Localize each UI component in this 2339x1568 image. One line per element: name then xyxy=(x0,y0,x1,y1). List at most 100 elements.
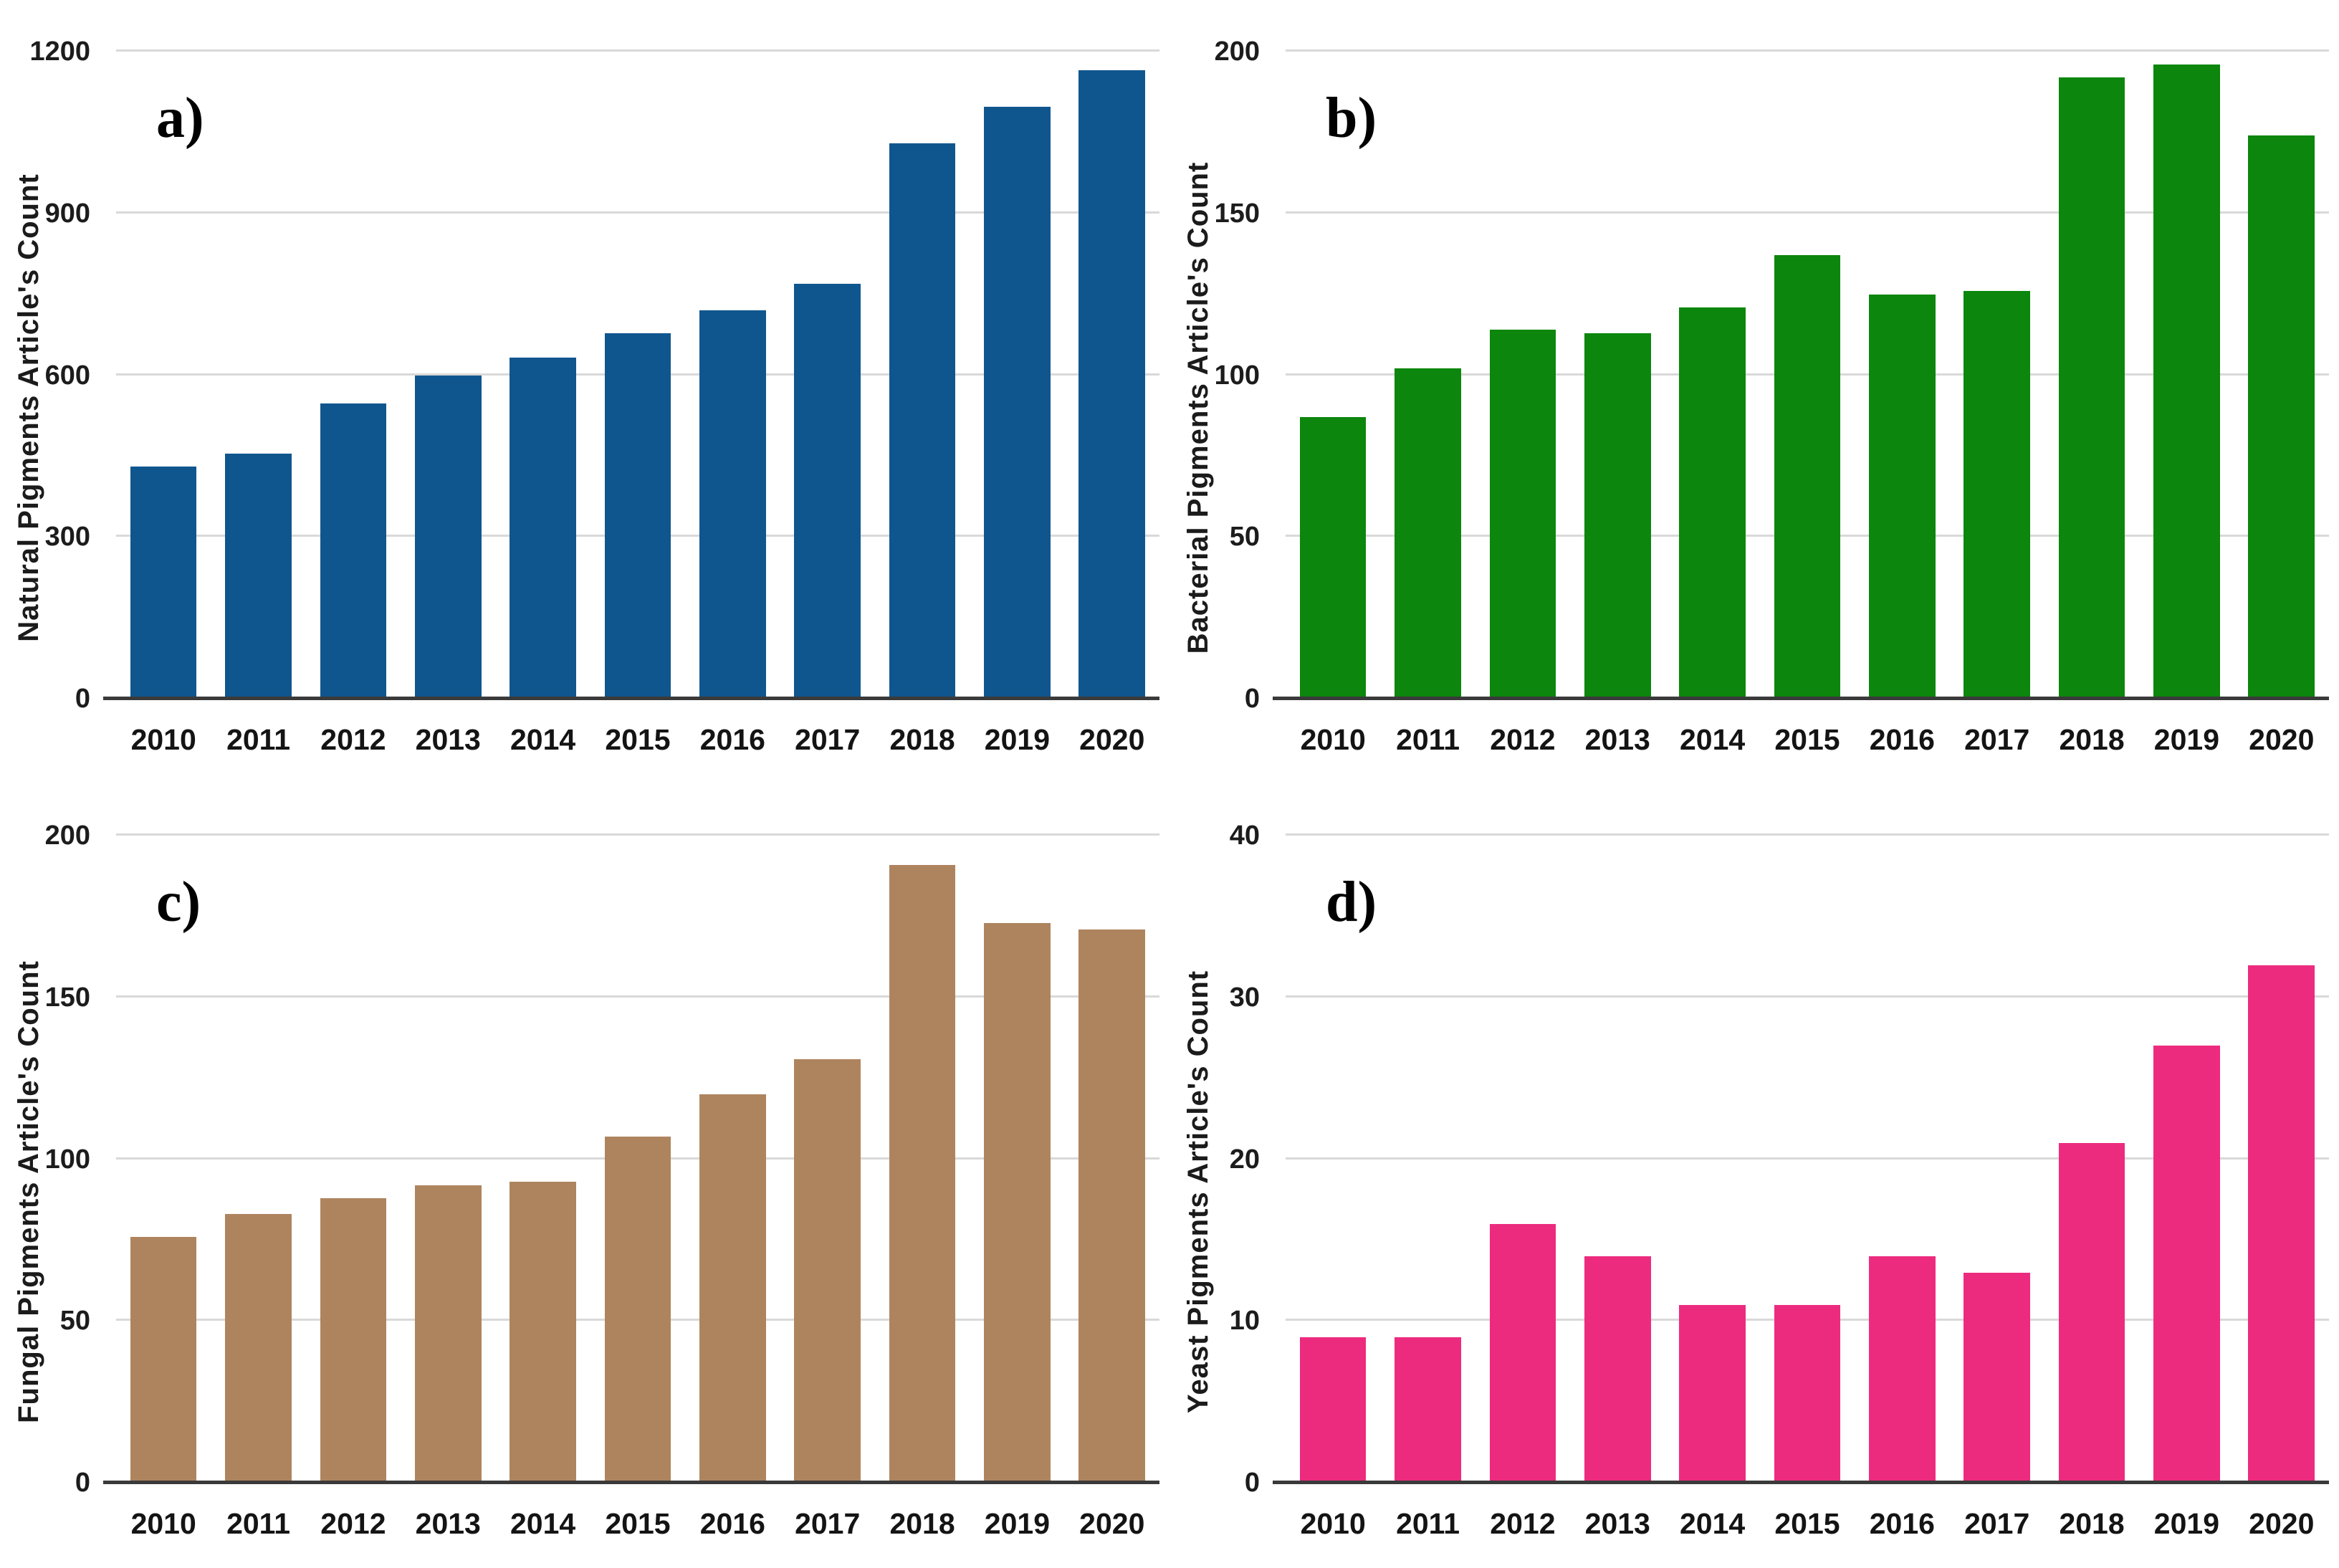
bars-c xyxy=(116,836,1159,1483)
chart-panel-b: Bacterial Pigments Article's Count 0 50 10… xyxy=(1170,0,2339,784)
x-axis-line-b xyxy=(1273,697,2329,700)
plot-area-c: c) xyxy=(103,833,1159,1484)
x-tick-label-b-2013: 2013 xyxy=(1584,723,1650,756)
x-tick-label-b-2018: 2018 xyxy=(2059,723,2125,756)
y-tick-label-d-0: 0 xyxy=(1244,1468,1260,1498)
bar-a-2020 xyxy=(1078,70,1146,699)
bar-slot-a-2011 xyxy=(211,52,305,699)
y-tick-labels-d: 0 10 20 30 40 xyxy=(1170,822,1271,1496)
bar-slot-a-2017 xyxy=(780,52,875,699)
bar-b-2013 xyxy=(1584,333,1651,699)
x-tick-label-a-2012: 2012 xyxy=(320,723,386,756)
gridline-c-200 xyxy=(116,833,1159,836)
bar-slot-c-2015 xyxy=(590,836,685,1483)
y-tick-labels-c: 0 50 100 150 200 xyxy=(0,822,102,1496)
y-tick-label-d-40: 40 xyxy=(1229,821,1260,851)
bar-d-2015 xyxy=(1774,1304,1841,1483)
bar-d-2010 xyxy=(1299,1337,1367,1483)
x-tick-label-a-2020: 2020 xyxy=(1079,723,1145,756)
bar-a-2016 xyxy=(699,310,766,699)
panel-letter-d: d) xyxy=(1326,871,1377,934)
bar-d-2019 xyxy=(2153,1046,2220,1483)
x-tick-label-c-2014: 2014 xyxy=(510,1507,576,1540)
bar-b-2016 xyxy=(1869,294,1936,699)
x-axis-line-c xyxy=(103,1481,1159,1484)
bar-b-2015 xyxy=(1774,255,1841,699)
bar-slot-b-2012 xyxy=(1475,52,1570,699)
bar-slot-d-2016 xyxy=(1855,836,1949,1483)
gridline-d-30 xyxy=(1286,995,2329,998)
x-tick-labels-b: 2010 2011 2012 2013 2014 2015 2016 2017 2018 2019… xyxy=(1286,717,2329,763)
plot-area-d: d) xyxy=(1273,833,2329,1484)
x-tick-label-a-2018: 2018 xyxy=(889,723,955,756)
bar-slot-a-2020 xyxy=(1065,52,1159,699)
y-tick-label-a-1200: 1200 xyxy=(29,37,90,67)
bar-slot-d-2017 xyxy=(1950,836,2044,1483)
bar-slot-d-2014 xyxy=(1665,836,1759,1483)
bar-a-2012 xyxy=(320,403,387,699)
plot-area-b: b) xyxy=(1273,49,2329,700)
bar-b-2020 xyxy=(2248,135,2315,699)
bar-a-2017 xyxy=(794,283,861,699)
y-tick-label-b-0: 0 xyxy=(1244,684,1260,714)
bar-a-2014 xyxy=(510,357,576,699)
bar-slot-c-2019 xyxy=(970,836,1064,1483)
bar-slot-c-2012 xyxy=(306,836,401,1483)
bar-c-2012 xyxy=(320,1197,387,1483)
bar-d-2018 xyxy=(2058,1142,2125,1483)
x-tick-label-d-2019: 2019 xyxy=(2153,1507,2220,1540)
bar-b-2018 xyxy=(2058,77,2125,699)
bar-b-2011 xyxy=(1395,368,1461,699)
bar-slot-d-2018 xyxy=(2044,836,2139,1483)
x-tick-label-d-2016: 2016 xyxy=(1869,1507,1935,1540)
bar-slot-a-2013 xyxy=(401,52,495,699)
x-tick-label-c-2013: 2013 xyxy=(415,1507,481,1540)
bar-slot-c-2020 xyxy=(1065,836,1159,1483)
x-tick-label-c-2019: 2019 xyxy=(984,1507,1051,1540)
bar-slot-c-2018 xyxy=(875,836,970,1483)
y-tick-label-c-100: 100 xyxy=(44,1144,90,1175)
bar-slot-c-2016 xyxy=(685,836,780,1483)
bar-c-2018 xyxy=(889,864,956,1483)
bar-slot-c-2011 xyxy=(211,836,305,1483)
gridline-a-1200 xyxy=(116,49,1159,52)
x-tick-label-c-2018: 2018 xyxy=(889,1507,955,1540)
bar-slot-b-2020 xyxy=(2234,52,2329,699)
x-tick-label-d-2013: 2013 xyxy=(1584,1507,1650,1540)
bar-slot-d-2011 xyxy=(1380,836,1475,1483)
bar-slot-b-2015 xyxy=(1760,52,1855,699)
x-tick-label-b-2020: 2020 xyxy=(2249,723,2315,756)
y-tick-label-b-50: 50 xyxy=(1229,522,1260,553)
bar-a-2010 xyxy=(130,467,197,699)
chart-panel-a: Natural Pigments Article's Count 0 300 600… xyxy=(0,0,1170,784)
x-tick-label-c-2015: 2015 xyxy=(605,1507,671,1540)
bar-d-2013 xyxy=(1584,1256,1651,1483)
y-tick-labels-a: 0 300 600 900 1200 xyxy=(0,38,102,712)
bar-a-2019 xyxy=(984,106,1051,699)
bar-slot-a-2015 xyxy=(590,52,685,699)
bar-slot-a-2019 xyxy=(970,52,1064,699)
bar-slot-c-2010 xyxy=(116,836,211,1483)
bar-b-2012 xyxy=(1489,330,1556,699)
x-tick-label-a-2017: 2017 xyxy=(795,723,861,756)
bar-b-2019 xyxy=(2153,64,2220,699)
y-tick-label-a-600: 600 xyxy=(44,360,90,391)
x-tick-label-c-2016: 2016 xyxy=(699,1507,765,1540)
bar-b-2014 xyxy=(1679,307,1746,699)
panel-letter-b: b) xyxy=(1326,87,1377,150)
x-axis-line-d xyxy=(1273,1481,2329,1484)
bar-slot-b-2011 xyxy=(1380,52,1475,699)
bar-slot-b-2016 xyxy=(1855,52,1949,699)
y-tick-label-c-0: 0 xyxy=(75,1468,90,1498)
x-tick-label-a-2015: 2015 xyxy=(605,723,671,756)
y-tick-label-c-50: 50 xyxy=(59,1306,90,1337)
x-tick-label-a-2011: 2011 xyxy=(226,723,291,756)
y-tick-label-b-100: 100 xyxy=(1214,360,1260,391)
bar-a-2015 xyxy=(604,333,671,699)
bar-slot-a-2016 xyxy=(685,52,780,699)
bar-d-2020 xyxy=(2248,965,2315,1483)
x-tick-label-d-2010: 2010 xyxy=(1300,1507,1366,1540)
bar-slot-d-2013 xyxy=(1570,836,1665,1483)
y-tick-label-c-150: 150 xyxy=(44,982,90,1013)
